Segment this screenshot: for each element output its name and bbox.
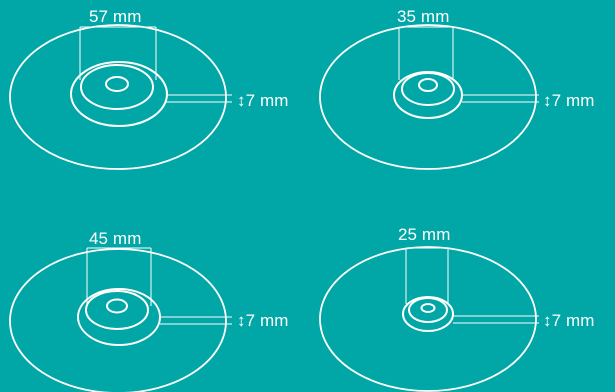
middle-ring — [80, 64, 154, 110]
outer-disc — [9, 24, 227, 170]
middle-ring — [85, 290, 149, 330]
disc-drawing — [319, 246, 539, 392]
width-label: 25 mm — [398, 225, 451, 244]
disc-diagram-57mm: 57 mm ↕7 mm — [0, 0, 307, 196]
center-hole — [418, 78, 438, 92]
outer-ring — [77, 288, 161, 346]
height-label: ↕7 mm — [543, 311, 595, 330]
width-label: 45 mm — [89, 229, 142, 248]
disc-drawing — [9, 24, 232, 170]
height-label: ↕7 mm — [237, 311, 289, 330]
middle-ring — [401, 72, 455, 106]
width-label: 35 mm — [397, 7, 450, 26]
outer-disc — [319, 246, 537, 392]
height-label: ↕7 mm — [237, 91, 289, 110]
center-hole — [420, 303, 436, 313]
height-label: ↕7 mm — [543, 91, 595, 110]
outer-disc — [319, 24, 537, 170]
disc-drawing — [9, 247, 232, 392]
middle-ring — [408, 297, 448, 323]
width-label: 57 mm — [89, 7, 142, 26]
center-hole — [105, 76, 129, 92]
disc-diagram-45mm: 45 mm ↕7 mm — [0, 196, 307, 392]
disc-diagram-25mm: 25 mm ↕7 mm — [307, 196, 614, 392]
outer-ring — [70, 61, 168, 127]
disc-diagram-35mm: 35 mm ↕7 mm — [307, 0, 614, 196]
outer-disc — [9, 248, 227, 392]
center-hole — [106, 298, 128, 314]
disc-drawing — [319, 24, 539, 170]
